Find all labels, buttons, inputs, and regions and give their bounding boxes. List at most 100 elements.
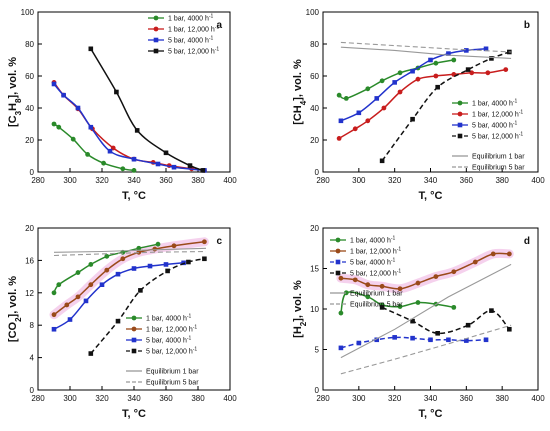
x-tick-label: 280 <box>316 176 330 185</box>
y-tick-label: 20 <box>310 136 319 145</box>
x-tick-label: 320 <box>95 176 109 185</box>
series-5 <box>53 250 207 257</box>
y-tick-label: 20 <box>310 224 319 233</box>
data-point <box>397 89 403 95</box>
data-point <box>343 96 349 101</box>
x-tick-label: 380 <box>495 176 509 185</box>
legend-marker <box>131 348 137 354</box>
data-point <box>70 136 76 142</box>
series-1 <box>338 251 512 292</box>
legend-superscript: -1 <box>215 25 220 31</box>
data-point <box>489 308 494 313</box>
y-tick-label: 40 <box>310 104 319 113</box>
data-point <box>435 331 440 336</box>
legend-superscript: -1 <box>187 314 192 320</box>
series-line <box>340 324 512 375</box>
data-point <box>446 51 451 56</box>
y-tick-label: 20 <box>25 224 34 233</box>
data-point <box>338 275 344 281</box>
data-point <box>464 338 469 343</box>
series-2 <box>51 81 207 173</box>
data-point <box>410 335 415 341</box>
y-label-subscript: 2 <box>299 321 308 326</box>
legend-superscript: -1 <box>215 47 220 53</box>
data-point <box>446 337 451 343</box>
legend-marker <box>335 248 341 254</box>
legend-superscript: -1 <box>519 110 524 116</box>
series-line <box>340 48 487 122</box>
data-point <box>365 86 371 92</box>
x-tick-label: 360 <box>460 394 474 403</box>
legend-label: Equilibrium 1 bar <box>350 291 403 298</box>
legend-marker <box>131 315 137 321</box>
legend: 1 bar, 4000 h-11 bar, 12,000 h-15 bar, 4… <box>330 236 403 309</box>
series-5 <box>340 324 512 375</box>
y-label-subscript: 4 <box>299 100 308 105</box>
y-tick-label: 40 <box>25 104 34 113</box>
data-point <box>433 73 439 79</box>
legend-text: 1 bar, 4000 h <box>146 316 187 323</box>
legend-marker <box>335 259 341 265</box>
legend-label: 5 bar, 4000 h-1 <box>146 336 192 345</box>
legend-marker <box>457 100 463 106</box>
legend-superscript: -1 <box>513 99 518 105</box>
legend-text: 1 bar, 12,000 h <box>146 327 193 334</box>
legend-label: 5 bar, 12,000 h-1 <box>472 132 523 141</box>
plot-frame <box>322 11 539 173</box>
legend-marker <box>153 37 159 43</box>
data-point <box>83 298 89 304</box>
legend-label: 5 bar, 4000 h-1 <box>350 258 396 267</box>
data-point <box>338 345 344 351</box>
legend-superscript: -1 <box>513 121 518 127</box>
series-1 <box>51 239 207 318</box>
data-point <box>155 241 161 247</box>
y-tick-label: 100 <box>306 8 320 17</box>
x-tick-label: 380 <box>191 176 205 185</box>
data-point <box>56 282 62 288</box>
legend: 1 bar, 4000 h-11 bar, 12,000 h-15 bar, 4… <box>148 14 219 56</box>
legend-label: 5 bar, 4000 h-1 <box>472 121 518 130</box>
data-point <box>163 262 169 267</box>
x-tick-label: 280 <box>316 394 330 403</box>
data-point <box>171 164 177 170</box>
data-point <box>374 96 380 101</box>
series-2 <box>338 46 489 124</box>
data-point <box>397 70 403 76</box>
x-tick-label: 360 <box>159 176 173 185</box>
series-3 <box>88 46 206 173</box>
x-tick-label: 400 <box>531 176 545 185</box>
y-tick-label: 12 <box>25 289 34 298</box>
legend-text: Equilibrium 1 bar <box>472 154 525 161</box>
legend-label: 1 bar, 12,000 h-1 <box>168 25 219 34</box>
data-point <box>120 256 126 262</box>
x-tick-label: 320 <box>388 176 402 185</box>
x-axis-label: T, °C <box>122 190 146 202</box>
y-label-text: [CO <box>7 321 19 342</box>
legend-marker <box>335 237 341 243</box>
data-point <box>428 337 433 343</box>
y-label-subscript: 2 <box>14 317 23 322</box>
data-point <box>356 110 362 116</box>
legend-marker <box>457 111 463 117</box>
data-point <box>365 118 371 124</box>
data-point <box>165 268 170 274</box>
legend-text: 5 bar, 4000 h <box>472 123 513 130</box>
legend-label: 1 bar, 12,000 h-1 <box>472 110 523 119</box>
data-point <box>338 118 344 124</box>
y-tick-label: 4 <box>30 354 35 363</box>
legend-superscript: -1 <box>519 132 524 138</box>
y-axis-label: [CH4], vol. % <box>292 59 308 125</box>
legend-marker <box>457 122 463 128</box>
legend-label: 1 bar, 12,000 h-1 <box>350 247 401 256</box>
data-point <box>379 283 385 289</box>
legend-text: 5 bar, 4000 h <box>146 338 187 345</box>
y-tick-label: 100 <box>21 8 35 17</box>
legend-text: Equilibrium 5 bar <box>472 165 525 172</box>
data-point <box>152 246 158 252</box>
legend-label: 1 bar, 4000 h-1 <box>472 99 518 108</box>
x-tick-label: 300 <box>63 394 77 403</box>
legend-superscript: -1 <box>187 336 192 342</box>
data-point <box>451 57 457 63</box>
panel-c: 280 300 320 340 360 380 400 0 4 8 12 16 20 T, °C [CO2]… <box>7 224 237 420</box>
